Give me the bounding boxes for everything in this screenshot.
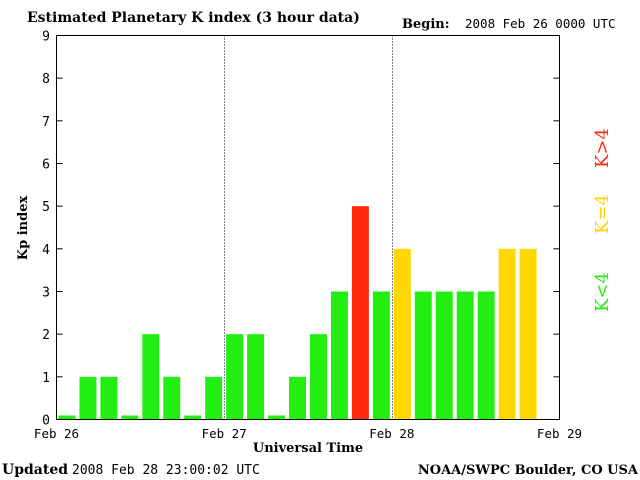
source-credit: NOAA/SWPC Boulder, CO USA [418, 463, 639, 478]
y-tick-label: 1 [42, 371, 50, 386]
x-tick-label: Feb 27 [202, 426, 247, 441]
y-tick-label: 7 [42, 115, 50, 130]
plot-frame [56, 35, 560, 420]
kp-bar [393, 248, 411, 419]
kp-bar [100, 376, 118, 419]
kp-bar [163, 376, 181, 419]
x-axis-label: Universal Time [253, 441, 363, 456]
y-tick-label: 3 [42, 286, 50, 301]
x-tick-label: Feb 29 [537, 426, 582, 441]
y-tick-label: 2 [42, 328, 50, 343]
legend-k-less-4: K<4 [592, 272, 613, 312]
bars-group [58, 206, 537, 419]
kp-bar [289, 376, 306, 419]
kp-bar [456, 291, 474, 419]
kp-bar [205, 376, 223, 419]
y-tick-label: 6 [42, 158, 50, 173]
kp-bar [226, 334, 244, 419]
kp-bar [351, 206, 369, 419]
kp-bar [58, 415, 76, 419]
y-tick-label: 5 [42, 200, 50, 215]
kp-bar [477, 291, 495, 419]
kp-bar [330, 291, 348, 419]
kp-bar [435, 291, 453, 419]
kp-bar [142, 334, 160, 419]
updated-value: 2008 Feb 28 23:00:02 UTC [72, 463, 260, 478]
day-dividers [224, 35, 393, 420]
legend-k-equal-4: K=4 [592, 194, 613, 234]
y-tick-label: 9 [42, 30, 50, 45]
y-axis-ticks: 0 1 2 3 4 5 6 7 8 9 [42, 30, 560, 429]
begin-label: Begin: [402, 17, 450, 32]
y-tick-label: 8 [42, 72, 50, 87]
legend-k-greater-4: K>4 [592, 128, 613, 168]
y-tick-label: 4 [42, 243, 50, 258]
kp-bar [268, 415, 286, 419]
kp-bar [184, 415, 202, 419]
kp-bar [414, 291, 432, 419]
kp-bar [310, 334, 327, 419]
kp-bar [79, 376, 97, 419]
kp-bar [121, 415, 139, 419]
begin-value: 2008 Feb 26 0000 UTC [465, 16, 616, 31]
y-tick-label: 0 [42, 414, 50, 429]
y-axis-label: Kp index [16, 196, 31, 261]
kp-bar [247, 334, 265, 419]
chart-title: Estimated Planetary K index (3 hour data… [27, 10, 360, 26]
kp-bar [498, 248, 516, 419]
x-tick-label: Feb 28 [369, 426, 414, 441]
x-axis-ticks: Feb 26 Feb 27 Feb 28 Feb 29 [34, 426, 582, 441]
kp-bar [519, 248, 537, 419]
updated-label: Updated [2, 462, 68, 478]
x-tick-label: Feb 26 [34, 426, 79, 441]
kp-bar [372, 291, 390, 419]
